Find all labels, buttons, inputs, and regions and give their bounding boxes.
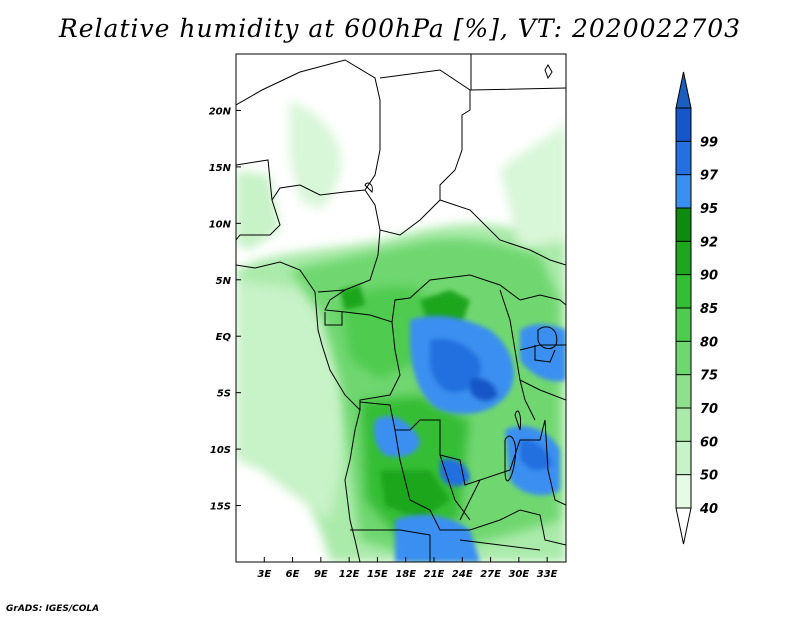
x-tick-label: 9E	[314, 569, 328, 580]
colorbar-segment	[676, 208, 691, 242]
humidity-field	[236, 54, 566, 562]
colorbar-label: 60	[700, 435, 718, 450]
x-tick-label: 6E	[286, 569, 300, 580]
colorbar-label: 90	[700, 269, 718, 284]
country-borders	[236, 54, 566, 562]
y-axis-ticks: 20N 15N 10N 5N EQ 5S 10S 15S	[209, 106, 241, 513]
colorbar-label: 80	[700, 335, 718, 350]
colorbar-segment	[676, 341, 691, 375]
colorbar-label: 75	[700, 369, 718, 384]
y-tick-label: 5N	[216, 276, 232, 287]
colorbar-segment	[676, 141, 691, 175]
x-tick-label: 33E	[537, 569, 558, 580]
colorbar-label: 97	[700, 169, 719, 184]
colorbar-label: 85	[700, 302, 718, 317]
x-tick-label: 15E	[367, 569, 388, 580]
y-tick-label: 10N	[209, 219, 232, 230]
colorbar-label: 40	[699, 502, 718, 517]
x-axis-ticks: 3E 6E 9E 12E 15E 18E 21E 24E 27E 30E 33E	[257, 557, 558, 580]
colorbar-segment	[676, 308, 691, 342]
map-title: Relative humidity at 600hPa [%], VT: 202…	[58, 14, 742, 43]
x-tick-label: 24E	[452, 569, 473, 580]
y-tick-label: 15N	[209, 163, 232, 174]
x-tick-label: 30E	[508, 569, 529, 580]
x-tick-label: 18E	[395, 569, 416, 580]
colorbar-segment	[676, 441, 691, 475]
x-tick-label: 12E	[339, 569, 360, 580]
grads-credit: GrADS: IGES/COLA	[6, 604, 100, 614]
colorbar: 40 50 60 70 75 80 85 90 92 95 97 99	[675, 71, 719, 545]
colorbar-label: 99	[700, 135, 718, 150]
x-tick-label: 27E	[480, 569, 501, 580]
colorbar-segment	[676, 374, 691, 408]
plot-frame	[235, 53, 567, 563]
colorbar-label: 95	[700, 202, 718, 217]
colorbar-segment	[676, 408, 691, 442]
y-tick-label: EQ	[216, 332, 232, 343]
y-tick-label: 20N	[209, 106, 232, 117]
y-tick-label: 15S	[210, 502, 231, 513]
colorbar-label: 50	[700, 469, 718, 484]
colorbar-over-triangle	[675, 71, 692, 109]
colorbar-under-triangle	[675, 507, 692, 545]
colorbar-segment	[676, 274, 691, 308]
colorbar-segment	[676, 174, 691, 208]
colorbar-label: 92	[700, 235, 718, 250]
colorbar-segment	[676, 474, 691, 508]
x-tick-label: 21E	[424, 569, 445, 580]
colorbar-label: 70	[700, 402, 718, 417]
y-tick-label: 10S	[210, 445, 231, 456]
x-tick-label: 3E	[257, 569, 271, 580]
y-tick-label: 5S	[217, 389, 231, 400]
colorbar-segment	[676, 108, 691, 142]
colorbar-segment	[676, 241, 691, 275]
